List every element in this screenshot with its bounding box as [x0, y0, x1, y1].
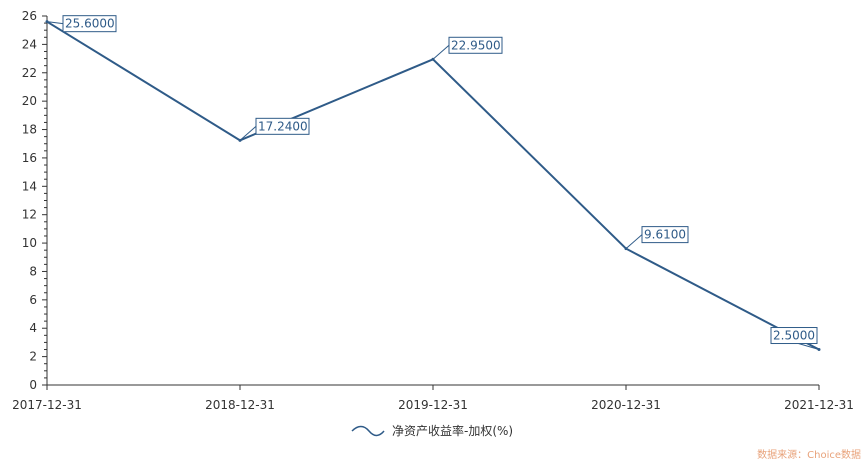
- y-tick-label: 8: [29, 264, 37, 278]
- x-tick-label: 2021-12-31: [784, 398, 854, 412]
- legend-line-icon: [351, 425, 385, 437]
- y-tick-label: 12: [22, 208, 37, 222]
- data-label-box: [770, 327, 818, 345]
- y-tick-label: 24: [22, 37, 37, 51]
- x-tick-label: 2020-12-31: [591, 398, 661, 412]
- data-label-box: [255, 117, 310, 135]
- y-tick-label: 0: [29, 378, 37, 392]
- y-tick-label: 10: [22, 236, 37, 250]
- source-note: 数据来源：Choice数据: [757, 448, 861, 461]
- data-label-leader: [625, 234, 643, 249]
- data-label-box: [448, 36, 503, 54]
- data-label-leader: [239, 125, 257, 141]
- y-tick-label: 20: [22, 94, 37, 108]
- data-label: 2.5000: [773, 329, 815, 343]
- series-line: [46, 20, 820, 351]
- x-tick-label: 2018-12-31: [205, 398, 275, 412]
- data-label-box: [62, 15, 117, 33]
- data-label: 17.2400: [258, 119, 308, 133]
- legend: 净资产收益率-加权(%): [351, 423, 513, 438]
- y-tick-label: 6: [29, 293, 37, 307]
- y-tick-label: 26: [22, 9, 37, 23]
- data-labels: 25.6000 17.2400 22.9500 9.6100 2.5000: [46, 15, 820, 350]
- chart-series: [45, 20, 821, 352]
- legend-series-label: 净资产收益率-加权(%): [392, 423, 513, 438]
- y-tick-label: 22: [22, 66, 37, 80]
- data-label: 9.6100: [644, 228, 686, 242]
- y-tick-label: 16: [22, 151, 37, 165]
- y-tick-label: 18: [22, 123, 37, 137]
- data-label-leader: [432, 44, 450, 60]
- data-label: 25.6000: [65, 17, 115, 31]
- data-label-leader: [46, 21, 64, 25]
- data-label-box: [641, 226, 689, 244]
- x-tick-label: 2019-12-31: [398, 398, 468, 412]
- y-tick-label: 4: [29, 321, 37, 335]
- data-label: 22.9500: [451, 38, 501, 52]
- y-tick-label: 2: [29, 350, 37, 364]
- y-tick-label: 14: [22, 179, 37, 193]
- x-tick-label: 2017-12-31: [12, 398, 82, 412]
